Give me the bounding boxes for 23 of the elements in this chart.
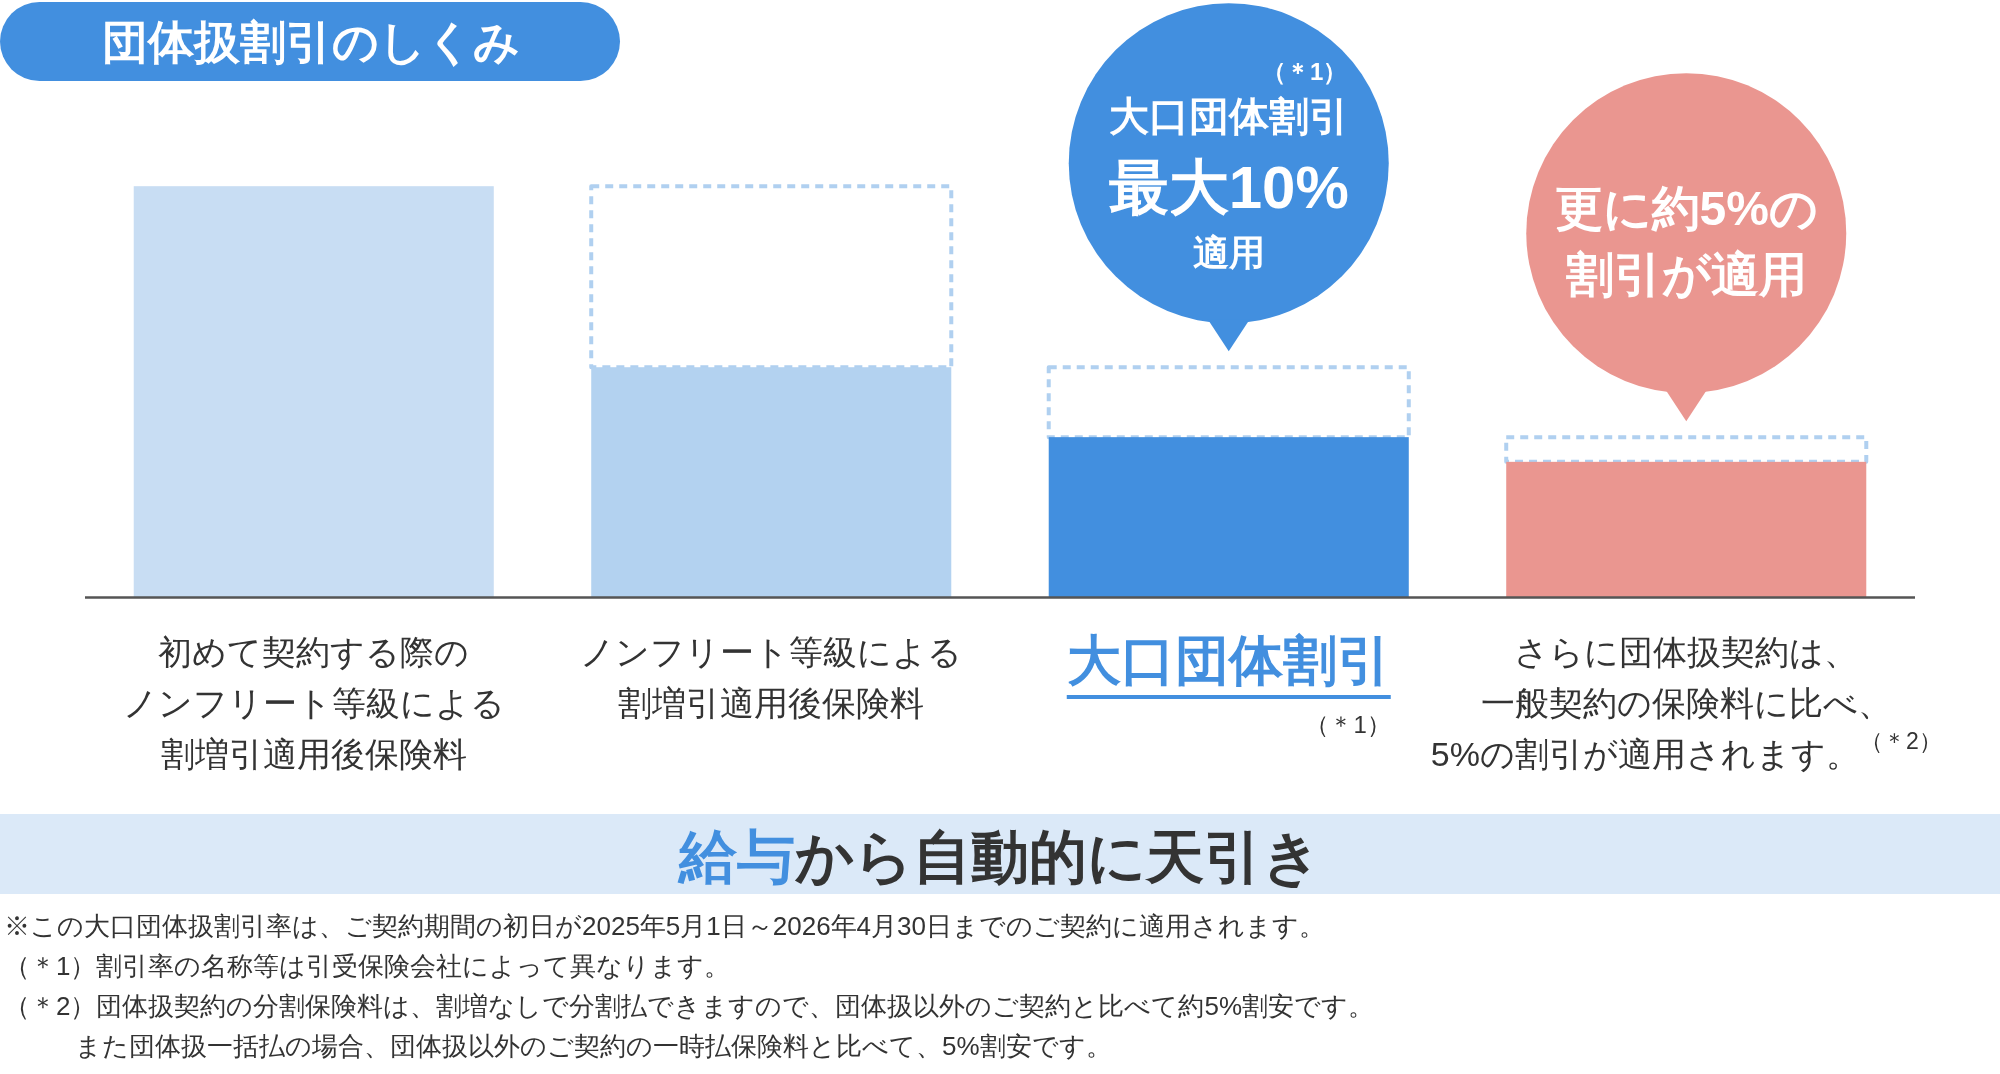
annotation: 割引が適用 [1565,247,1807,301]
title: 団体扱割引のしくみ [102,16,520,68]
annotation: 大口団体割引 [1108,94,1349,139]
annotation: 適用 [1192,231,1265,273]
category-label: 一般契約の保険料に比べ、 [1480,684,1892,722]
category-label: ノンフリート等級による [122,684,505,722]
annotation: （＊1）割引率の名称等は引受保険会社によって異なります。 [4,951,731,981]
category-label: 5%の割引が適用されます。$^{（＊2）}$ [1430,728,1942,773]
annotation: （＊2）団体扱契約の分割保険料は、割増なしで分割払できますので、団体扱以外のご契約と比べて約5%割安です。 [4,991,1375,1021]
annotation: （＊1） [1262,57,1348,85]
annotation: また団体扱一括払の場合、団体扱以外のご契約の一時払保険料と比べて、5%割安です。 [75,1031,1112,1061]
category-label: 初めて契約する際の [158,633,470,671]
category-label: （＊1） [1305,710,1391,738]
annotation: から自動的に天引き [795,823,1321,889]
annotation: 給与 [679,823,795,889]
category-label: さらに団体扱契約は、 [1514,633,1859,671]
annotation: 更に約5%の [1554,181,1818,235]
annotation: ※この大口団体扱割引率は、ご契約期間の初日が2025年5月1日～2026年4月30日までのご契約に適用されます。 [4,911,1325,941]
category-label: 割増引適用後保険料 [618,684,925,722]
category-label: 割増引適用後保険料 [160,735,467,773]
category-label: 大口団体割引 [1066,630,1391,690]
annotation: 最大10% [1108,153,1349,221]
category-label: ノンフリート等級による [580,633,963,671]
